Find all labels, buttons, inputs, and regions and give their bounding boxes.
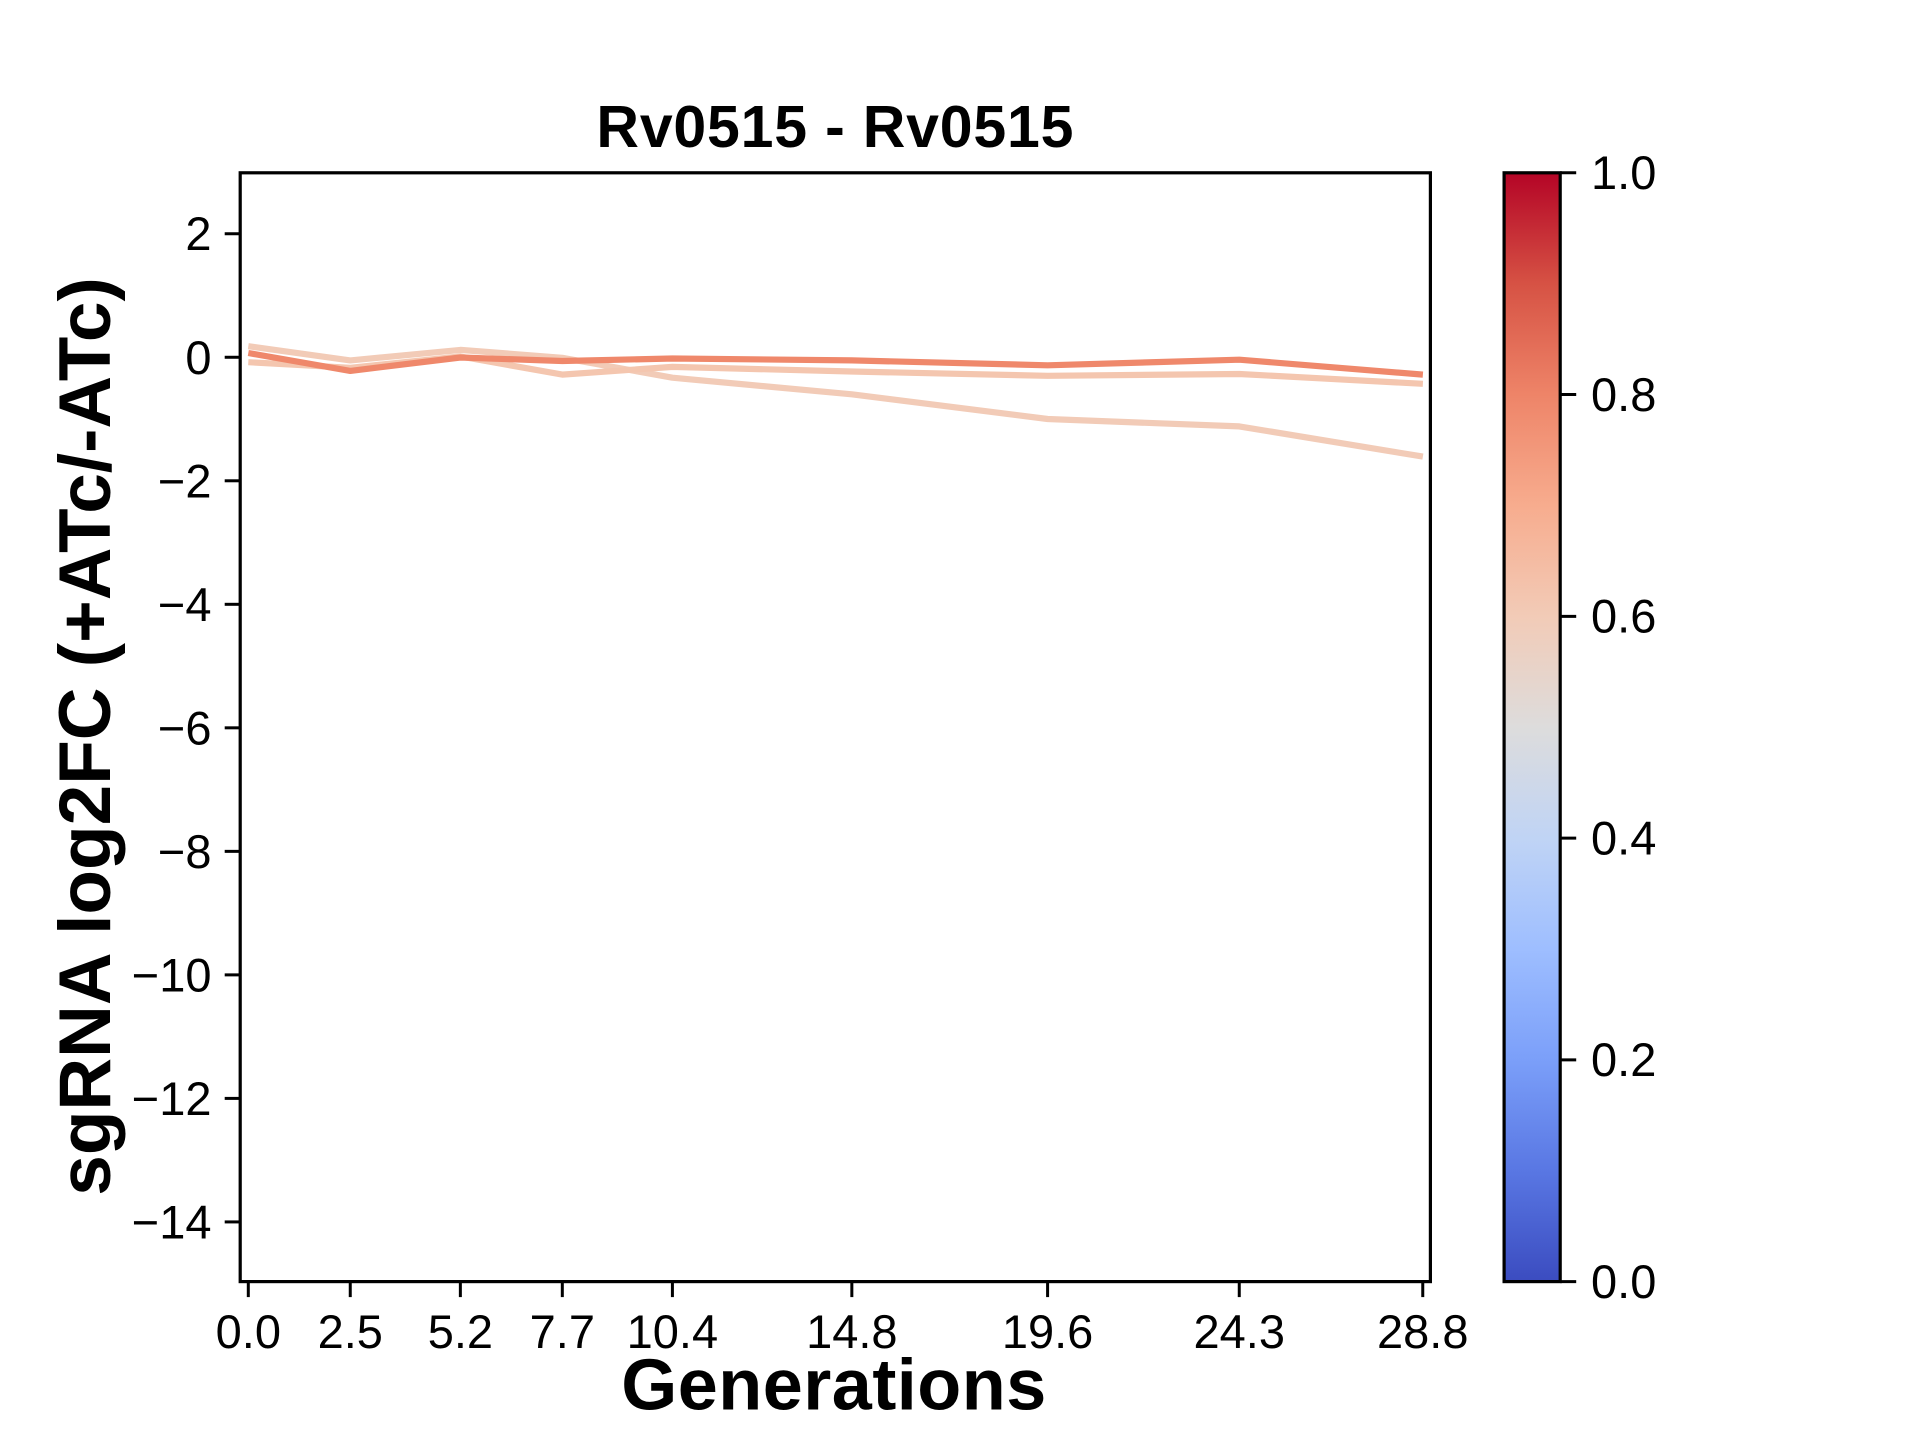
svg-text:sgRNA log2FC (+ATc/-ATc): sgRNA log2FC (+ATc/-ATc) [45,277,126,1196]
svg-text:1.0: 1.0 [1591,146,1656,199]
svg-text:7.7: 7.7 [530,1305,595,1358]
svg-text:19.6: 19.6 [1002,1305,1093,1358]
svg-text:0.4: 0.4 [1591,811,1656,864]
svg-text:0: 0 [185,331,211,384]
svg-text:Generations: Generations [621,1345,1047,1425]
svg-text:−12: −12 [132,1072,212,1125]
svg-text:0.0: 0.0 [1591,1255,1656,1308]
svg-text:−8: −8 [158,825,212,878]
svg-text:0.8: 0.8 [1591,368,1656,421]
svg-text:2.5: 2.5 [318,1305,383,1358]
svg-text:0.2: 0.2 [1591,1033,1656,1086]
svg-text:10.4: 10.4 [627,1305,718,1358]
svg-text:−6: −6 [158,702,212,755]
svg-text:−2: −2 [158,455,212,508]
svg-text:0.6: 0.6 [1591,590,1656,643]
svg-text:14.8: 14.8 [806,1305,897,1358]
svg-text:2: 2 [185,207,211,260]
svg-text:−4: −4 [158,578,212,631]
svg-text:−10: −10 [132,949,212,1002]
svg-text:0.0: 0.0 [216,1305,281,1358]
svg-text:28.8: 28.8 [1377,1305,1468,1358]
svg-text:Rv0515 - Rv0515: Rv0515 - Rv0515 [596,94,1074,160]
svg-text:24.3: 24.3 [1194,1305,1285,1358]
svg-text:−14: −14 [132,1196,212,1249]
svg-text:5.2: 5.2 [428,1305,493,1358]
